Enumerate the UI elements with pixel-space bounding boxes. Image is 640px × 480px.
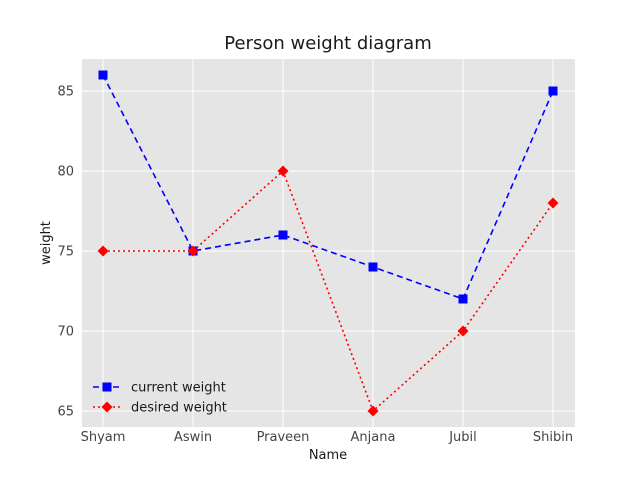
x-tick-label: Aswin <box>174 430 212 445</box>
x-tick-label: Jubil <box>448 430 477 445</box>
data-point <box>97 245 109 257</box>
x-tick-label: Anjana <box>351 430 396 445</box>
data-point <box>458 294 468 304</box>
x-tick-label: Shyam <box>81 430 126 445</box>
legend-marker <box>102 382 112 392</box>
y-axis-ticks: 65 70 75 80 85 <box>57 85 74 420</box>
legend-marker <box>101 401 113 413</box>
grid-lines <box>82 59 575 427</box>
x-tick-label: Shibin <box>533 430 573 445</box>
legend-label: desired weight <box>131 401 227 416</box>
data-point <box>277 165 289 177</box>
series-line <box>103 169 554 413</box>
legend-item: current weight <box>93 381 226 396</box>
y-tick-label: 85 <box>57 85 74 100</box>
legend-item: desired weight <box>93 401 227 416</box>
legend: current weight desired weight <box>93 381 227 416</box>
plot-area <box>82 59 575 427</box>
y-tick-label: 65 <box>57 405 74 420</box>
data-point <box>547 197 559 209</box>
chart-title: Person weight diagram <box>224 33 431 54</box>
y-tick-label: 70 <box>57 325 74 340</box>
series-line <box>102 74 554 301</box>
data-point <box>457 325 469 337</box>
data-point <box>368 262 378 272</box>
legend-label: current weight <box>131 381 226 396</box>
data-point <box>278 230 288 240</box>
data-point <box>367 405 379 417</box>
y-axis-label: weight <box>39 221 54 265</box>
data-point <box>98 70 108 80</box>
x-axis-label: Name <box>309 448 347 463</box>
x-axis-ticks: Shyam Aswin Praveen Anjana Jubil Shibin <box>81 430 574 445</box>
y-tick-label: 80 <box>57 165 74 180</box>
y-tick-label: 75 <box>57 245 74 260</box>
data-point <box>187 245 199 257</box>
series-desired-weight <box>97 165 559 417</box>
series-layer <box>97 70 559 417</box>
x-tick-label: Praveen <box>257 430 310 445</box>
data-point <box>548 86 558 96</box>
